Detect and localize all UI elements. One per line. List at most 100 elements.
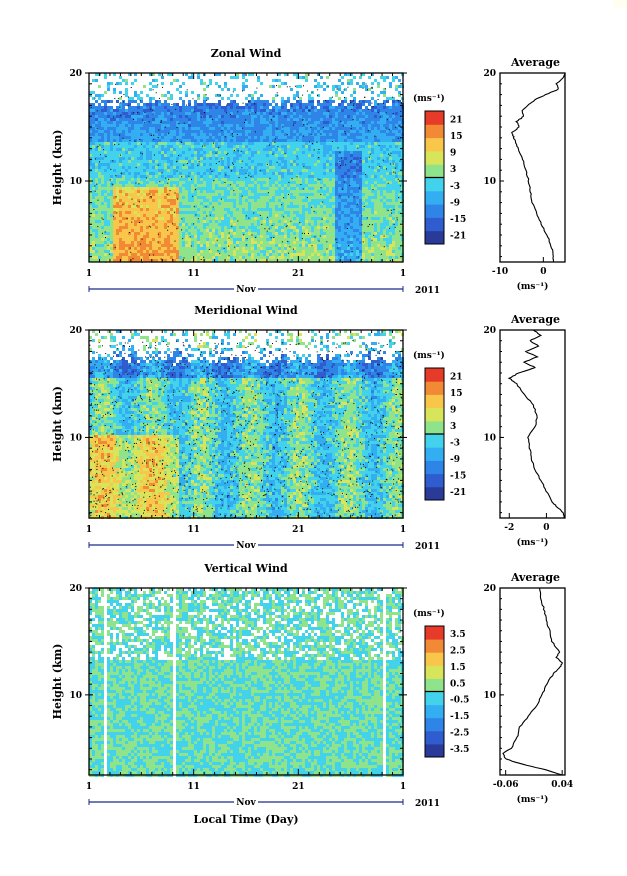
heat-cell [179,169,182,172]
heat-cell [116,235,119,238]
heat-cell [152,118,155,121]
heat-cell [119,193,122,196]
heat-cell [101,178,104,181]
heat-cell [119,76,122,79]
heat-cell [158,109,161,112]
heat-cell [125,199,128,202]
heat-cell [110,187,113,190]
heat-cell [140,202,143,205]
heat-cell [155,187,158,190]
heat-cell [134,187,137,190]
heat-cell [140,115,143,118]
heat-cell [107,151,110,154]
heat-cell [170,115,173,118]
heat-cell [170,226,173,229]
heat-cell [161,139,164,142]
heat-cell [164,190,167,193]
heat-cell [167,250,170,253]
heat-cell [128,238,131,241]
heat-cell [116,205,119,208]
heat-cell [161,82,164,85]
heat-cell [161,142,164,145]
heat-cell [101,142,104,145]
heat-cell [137,142,140,145]
heat-cell [170,256,173,259]
heat-cell [92,145,95,148]
heat-cell [101,235,104,238]
heat-cell [167,166,170,169]
heat-cell [143,256,146,259]
heat-cell [95,115,98,118]
heat-cell [137,226,140,229]
heat-cell [137,193,140,196]
heat-cell [122,226,125,229]
heat-cell [113,232,116,235]
heat-cell [104,220,107,223]
heat-cell [101,157,104,160]
heat-cell [128,253,131,256]
heat-cell [161,109,164,112]
heat-cell [140,127,143,130]
heat-cell [131,178,134,181]
heat-cell [101,184,104,187]
heat-cell [125,139,128,142]
heat-cell [146,112,149,115]
heat-cell [128,187,131,190]
heat-cell [113,217,116,220]
heat-cell [152,232,155,235]
heat-cell [143,148,146,151]
heat-cell [95,196,98,199]
panel-title: Zonal Wind [211,47,282,60]
heat-cell [149,232,152,235]
heat-cell [152,244,155,247]
heat-cell [119,166,122,169]
heat-cell [104,100,107,103]
heat-cell [179,202,182,205]
heat-cell [164,229,167,232]
heat-cell [119,256,122,259]
heat-cell [128,184,131,187]
heat-cell [137,106,140,109]
heat-cell [110,256,113,259]
heat-cell [131,121,134,124]
heat-cell [176,211,179,214]
heat-cell [149,106,152,109]
heat-cell [95,136,98,139]
heat-cell [149,184,152,187]
heat-cell [98,94,101,97]
heat-cell [119,163,122,166]
heat-cell [179,115,182,118]
heat-cell [140,241,143,244]
heat-cell [149,157,152,160]
heat-cell [167,118,170,121]
heat-cell [110,250,113,253]
heat-cell [134,184,137,187]
heat-cell [167,214,170,217]
heat-cell [128,208,131,211]
heat-cell [161,226,164,229]
heat-cell [95,112,98,115]
heat-cell [164,199,167,202]
heat-cell [110,142,113,145]
heat-cell [92,232,95,235]
heat-cell [110,115,113,118]
heat-cell [155,151,158,154]
heat-cell [107,217,110,220]
heat-cell [152,235,155,238]
heat-cell [164,166,167,169]
heat-cell [164,205,167,208]
heat-cell [137,121,140,124]
heat-cell [152,103,155,106]
heat-cell [146,160,149,163]
heat-cell [101,196,104,199]
heat-cell [107,241,110,244]
heat-cell [182,193,185,196]
heat-cell [122,241,125,244]
heat-cell [125,166,128,169]
heat-cell [119,190,122,193]
heat-cell [131,211,134,214]
heat-cell [107,109,110,112]
heat-cell [149,160,152,163]
heat-cell [170,112,173,115]
heat-cell [95,238,98,241]
